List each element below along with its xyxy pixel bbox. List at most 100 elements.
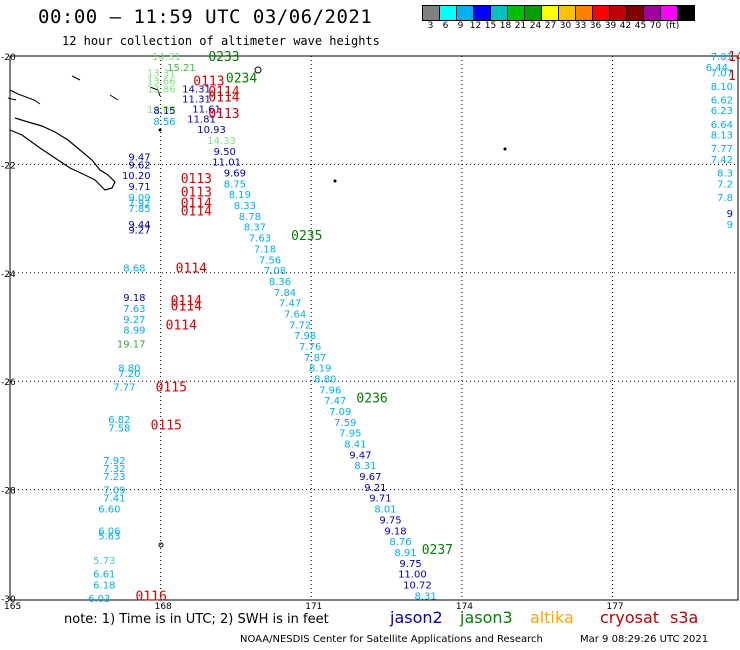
swh-value-label: 6.82 [108,415,130,426]
swh-value-label: 9.09 [128,193,150,204]
swh-value-label: 7.09 [103,486,125,497]
map-frame [9,55,739,601]
swh-value-label: 6.62 [711,95,733,106]
longitude-tick-label: 168 [155,602,172,610]
island-marker [503,147,507,151]
swh-value-label: 7.95 [339,429,361,440]
swh-value-label: 7.85 [128,204,150,215]
pass-time-label: 0113 [181,172,212,187]
swh-value-label: 9.21 [364,483,386,494]
swh-value-label: 8.75 [224,179,246,190]
swh-value-label: 7.98 [294,331,316,342]
swh-value-label: 8.36 [269,277,291,288]
longitude-tick-label: 171 [305,602,322,610]
pass-time-label: 14 [728,50,740,65]
swh-value-label: 7.92 [128,198,150,209]
color-scale-label: 15 [484,21,497,31]
swh-value-label: 7.20 [118,369,140,380]
pass-time-label: 0235 [291,229,322,244]
swh-value-label: 7.77 [113,383,135,394]
swh-value-label: 9.47 [128,152,150,163]
swh-value-label: 14.31 [182,85,211,96]
swh-value-label: 8.19 [229,190,251,201]
color-scale-label: 24 [529,21,542,31]
swh-value-label: 13.86 [147,85,176,96]
swh-value-label: 6.06 [98,526,120,537]
latitude-tick-label: -20 [1,53,16,63]
swh-value-label: 8.19 [309,364,331,375]
swh-value-label: 7.76 [299,342,321,353]
swh-value-label: 6.44 [706,63,728,74]
island-marker [333,179,337,183]
swh-value-label: 9.75 [379,515,401,526]
swh-value-label: 8.91 [394,548,416,559]
swh-value-label: 11.81 [187,114,216,125]
pass-time-label: 0114 [171,294,202,309]
swh-value-label: 14.31 [152,52,181,63]
swh-value-label: 7.42 [711,155,733,166]
color-scale-label: 30 [559,21,572,31]
swh-value-label: 8.15 [153,106,175,117]
pass-time-label: 0115 [156,381,187,396]
color-scale-label: 21 [514,21,527,31]
color-scale-label: 36 [589,21,602,31]
swh-value-label: 7.72 [289,320,311,331]
swh-value-label: 11.00 [398,570,427,581]
swh-value-label: 9.27 [123,315,145,326]
axis-tick-labels: 165 168 171 174 177 -20 -22 -24 -26 -28 -30 [1,53,624,610]
swh-value-label: 10.20 [122,171,151,182]
satellite-legend-jason3: jason3 [460,608,513,627]
satellite-legend-cryosat: cryosat [600,608,660,627]
swh-value-label: 7.87 [304,353,326,364]
swh-value-label: 7.01 [711,52,733,63]
color-scale-swatch [677,5,695,21]
swh-value-label: 7.59 [334,418,356,429]
altimeter-map: 14.3113.3113.6613.8613.0815.2114.3111.31… [1,50,740,610]
color-scale-label: 39 [604,21,617,31]
pass-time-label: 0114 [176,261,207,276]
swh-value-label: 8.80 [118,364,140,375]
latitude-tick-label: -24 [1,270,16,280]
swh-value-label: 13.31 [147,68,176,79]
pass-time-label: 0113 [181,186,212,201]
color-scale-label: 6 [442,21,449,31]
swh-value-label: 8.76 [389,537,411,548]
color-scale-label: 45 [634,21,647,31]
swh-value-label: 8.37 [244,223,266,234]
pass-times: 0113023302340114011401130113011301140114… [136,50,740,604]
swh-value-label: 7.09 [329,407,351,418]
pass-time-label: 0234 [226,72,257,87]
swh-value-label: 8.78 [239,212,261,223]
generated-timestamp: Mar 9 08:29:26 UTC 2021 [580,634,709,645]
swh-value-label: 9.71 [128,182,150,193]
swh-value-label: 8.31 [354,461,376,472]
swh-value-label: 7.92 [103,456,125,467]
color-scale-bar [422,5,695,21]
map-title: 00:00 – 11:59 UTC 03/06/2021 [38,6,373,28]
swh-value-label: 6.03 [88,594,110,605]
latitude-tick-label: -26 [1,378,16,388]
swh-value-label: 8.31 [414,591,436,602]
swh-values: 14.3113.3113.6613.8613.0815.2114.3111.31… [88,52,733,605]
island-marker [158,542,164,548]
swh-value-label: 7.23 [103,472,125,483]
pass-time-label: 0114 [208,91,239,106]
color-scale-label: 18 [499,21,512,31]
swh-value-label: 8.3 [717,169,733,180]
footer-note: note: 1) Time is in UTC; 2) SWH is in fe… [64,612,329,627]
pass-time-label: 0115 [151,419,182,434]
color-scale-label: 27 [544,21,557,31]
small-island-coastline [71,75,161,101]
swh-value-label: 9.67 [359,472,381,483]
swh-value-label: 7.56 [259,255,281,266]
pass-time-label: 0114 [208,85,239,100]
swh-value-label: 8.68 [123,263,145,274]
color-scale-label: 3 [427,21,434,31]
swh-value-label: 7.41 [103,494,125,505]
color-scale-labels: 3 6 9 12 15 18 21 24 27 30 33 36 39 42 45 70 (ft) [423,21,680,31]
color-scale-label: 12 [469,21,482,31]
swh-value-label: 11.31 [182,94,211,105]
swh-value-label: 9.50 [214,147,236,158]
latitude-tick-label: -28 [1,487,16,497]
swh-value-label: 6.64 [711,120,733,131]
